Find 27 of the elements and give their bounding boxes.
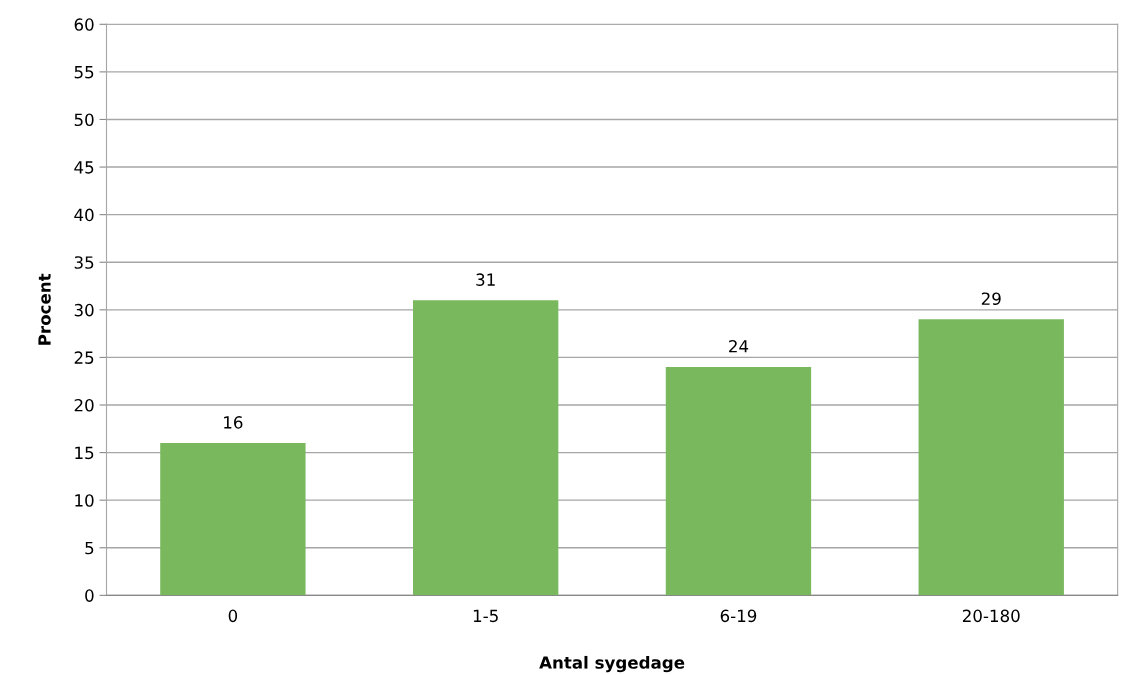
y-axis-title: Procent xyxy=(38,273,51,345)
y-tick-label: 10 xyxy=(75,494,94,507)
y-tick-label: 35 xyxy=(74,256,94,269)
x-tick-label: 0 xyxy=(228,609,238,623)
y-tick-label: 0 xyxy=(85,589,94,602)
data-label: 24 xyxy=(729,339,749,353)
bar xyxy=(918,319,1064,596)
data-label: 16 xyxy=(224,416,243,429)
y-tick-label: 50 xyxy=(74,113,94,127)
y-tick-label: 25 xyxy=(74,351,94,364)
x-axis-title: Antal sygedage xyxy=(539,655,685,673)
y-tick-label: 45 xyxy=(74,161,94,174)
bar xyxy=(160,443,306,596)
x-tick-label: 20-180 xyxy=(962,609,1020,623)
y-tick-label: 55 xyxy=(74,66,94,79)
x-tick-label: 6-19 xyxy=(720,609,757,623)
y-tick-label: 15 xyxy=(75,446,94,460)
y-tick-label: 20 xyxy=(74,398,94,412)
y-tick-label: 5 xyxy=(85,541,94,555)
x-tick-label: 1-5 xyxy=(473,609,498,623)
bar xyxy=(665,366,812,596)
y-tick-label: 40 xyxy=(74,208,94,222)
y-tick-label: 30 xyxy=(74,303,94,317)
y-tick-label: 60 xyxy=(74,18,94,31)
data-label: 29 xyxy=(981,292,1001,305)
data-label: 31 xyxy=(476,273,495,286)
bar xyxy=(413,300,559,596)
